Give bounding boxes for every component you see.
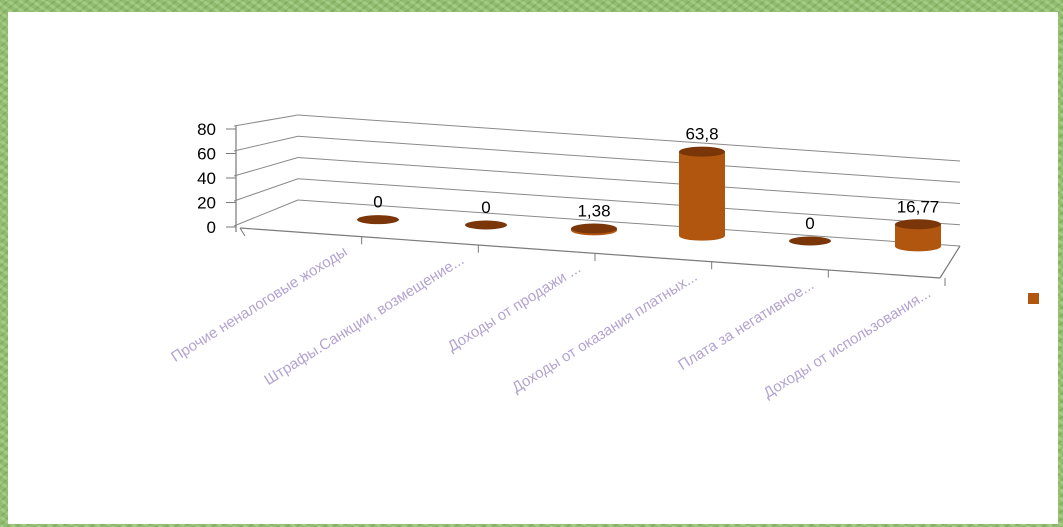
y-tick-label: 40 [197,169,216,188]
gridline [297,135,961,183]
category-label-4: Плата за негативное... [675,276,817,373]
data-label-2: 1,38 [577,202,610,221]
gridline [297,199,961,247]
category-label-1: Штрафы.Санкции, возмещение... [261,251,467,388]
gridline-side [233,114,299,127]
y-tick-label: 60 [197,145,216,164]
gridline [297,157,961,204]
data-label-4: 0 [805,214,814,233]
bar-5 [895,224,941,252]
category-label-2: Доходы от продажи ... [445,260,584,356]
data-label-1: 0 [481,198,490,217]
data-label-0: 0 [373,193,382,212]
bar-top-1 [465,220,507,230]
bar-top-0 [357,215,399,225]
x-axis [239,227,941,279]
x-axis-depth [939,245,961,279]
bar-top-3 [679,146,725,157]
data-label-3: 63,8 [685,125,718,144]
y-tick-label: 20 [197,194,216,213]
gridline-side [233,199,299,227]
x-tick [239,227,246,237]
bar-top-2 [571,223,617,234]
bar-3 [679,151,725,241]
gridline [297,114,961,162]
y-tick-label: 80 [197,120,216,139]
gridline-side [233,178,299,202]
data-label-5: 16,77 [897,197,940,216]
gridline-side [233,135,299,152]
legend-marker [1028,293,1039,304]
y-tick-label: 0 [207,218,216,237]
chart-panel [8,12,1058,524]
bar-top-4 [789,236,831,246]
gridline [297,178,961,226]
bar-top-5 [895,219,941,230]
gridline-side [233,157,299,177]
